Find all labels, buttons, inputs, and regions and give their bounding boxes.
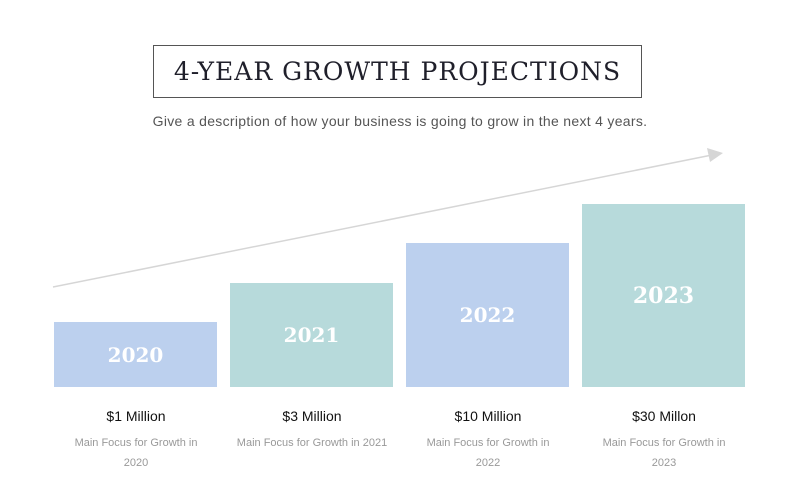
page-title: 4-YEAR GROWTH PROJECTIONS xyxy=(173,57,622,86)
desc-2021: Main Focus for Growth in 2021 xyxy=(236,437,388,449)
amount-2021: $3 Million xyxy=(282,408,342,424)
bar-year: 2022 xyxy=(459,303,516,327)
bar-2020: 2020 xyxy=(54,322,217,387)
bar-year: 2023 xyxy=(632,282,695,309)
bar-2022: 2022 xyxy=(406,243,569,387)
bar-2023: 2023 xyxy=(582,204,745,387)
amount-2022: $10 Million xyxy=(454,408,522,424)
title-box: 4-YEAR GROWTH PROJECTIONS xyxy=(153,45,642,98)
bar-year: 2020 xyxy=(107,342,164,367)
desc-2020: Main Focus for Growth in 2020 xyxy=(74,437,198,469)
bar-year: 2021 xyxy=(283,323,340,347)
bar-2021: 2021 xyxy=(230,283,393,387)
subtitle: Give a description of how your business … xyxy=(152,113,648,129)
amount-2023: $30 Millon xyxy=(632,408,696,424)
amount-2020: $1 Million xyxy=(106,408,166,424)
desc-2022: Main Focus for Growth in 2022 xyxy=(426,437,550,469)
desc-2023: Main Focus for Growth in 2023 xyxy=(602,437,726,469)
